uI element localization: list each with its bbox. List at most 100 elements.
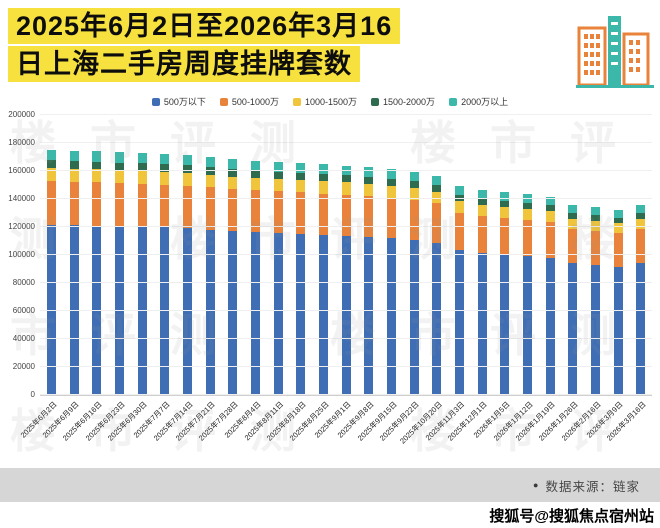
bar-segment [92, 169, 102, 183]
bar-slot [629, 116, 652, 396]
y-tick-label: 20000 [12, 362, 35, 372]
dot-icon: ● [533, 480, 540, 491]
bar-segment [454, 195, 464, 202]
stacked-bar [228, 159, 238, 396]
bar-segment [432, 243, 442, 396]
grid-line [40, 198, 652, 200]
bar-segment [69, 150, 79, 162]
bar-segment [318, 174, 328, 182]
y-tick-label: 180000 [8, 138, 35, 148]
bar-slot [584, 116, 607, 396]
bar-segment [454, 201, 464, 213]
stacked-bar [590, 207, 600, 396]
bar-segment [341, 175, 351, 183]
bar-segment [477, 198, 487, 206]
bar-segment [545, 211, 555, 223]
grid-line [40, 394, 652, 396]
grid-line [40, 338, 652, 340]
x-axis-labels: 2025年6月2日 2025年6月9日 2025年6月16日 2025年6月23日 20… [18, 396, 652, 468]
bar-segment [160, 154, 170, 165]
y-tick-label: 0 [30, 390, 35, 400]
grid-line [40, 366, 652, 368]
bar-segment [318, 234, 328, 396]
legend-item: 500-1000万 [219, 95, 279, 108]
bar-segment [137, 170, 147, 184]
stacked-bar [46, 149, 56, 396]
stacked-bar [341, 165, 351, 396]
bar-segment [69, 181, 79, 226]
bar-segment [296, 180, 306, 193]
bar-slot [448, 116, 471, 396]
bar-segment [432, 184, 442, 192]
bar-segment [182, 172, 192, 186]
bar-segment [364, 236, 374, 396]
bar-segment [318, 164, 328, 175]
bar-slot [289, 116, 312, 396]
bar-slot [244, 116, 267, 396]
stacked-bar [318, 164, 328, 396]
bar-slot [199, 116, 222, 396]
bar-segment [250, 177, 260, 191]
bar-segment [228, 159, 238, 170]
legend-label: 1000-1500万 [304, 97, 358, 108]
bar-segment [432, 203, 442, 243]
bar-segment [636, 263, 646, 396]
bar-segment [454, 186, 464, 195]
y-tick-label: 200000 [8, 110, 35, 120]
bar-segment [636, 219, 646, 230]
bar-segment [273, 232, 283, 396]
grid-line [40, 226, 652, 228]
stacked-bar [182, 155, 192, 396]
bar-segment [114, 152, 124, 163]
bar-segment [250, 160, 260, 171]
bar-slot [40, 116, 63, 396]
bar-segment [522, 219, 532, 257]
bar-segment [273, 171, 283, 179]
bar-slot [335, 116, 358, 396]
stacked-bar [454, 186, 464, 396]
bar-segment [160, 171, 170, 185]
sohu-footer: 搜狐号@搜狐焦点宿州站 [0, 502, 660, 528]
bar-segment [69, 225, 79, 396]
bar-slot [380, 116, 403, 396]
bar-segment [250, 190, 260, 233]
legend-swatch [219, 97, 228, 106]
bar-segment [613, 217, 623, 224]
bar-segment [160, 227, 170, 396]
bar-segment [182, 228, 192, 396]
bar-segment [590, 221, 600, 232]
bar-segment [364, 167, 374, 177]
bar-segment [137, 153, 147, 164]
bar-segment [522, 256, 532, 396]
bar-segment [590, 215, 600, 222]
y-tick-label: 80000 [12, 278, 35, 288]
bar-segment [386, 197, 396, 239]
legend-swatch [151, 97, 160, 106]
stacked-bar [205, 157, 215, 396]
bar-slot [153, 116, 176, 396]
bar-segment [160, 164, 170, 172]
bar-segment [92, 161, 102, 170]
bar-slot [108, 116, 131, 396]
bar-segment [500, 254, 510, 396]
bar-segment [205, 157, 215, 168]
bar-segment [522, 202, 532, 209]
legend-label: 1500-2000万 [383, 97, 436, 108]
bar-segment [296, 192, 306, 234]
bar-segment [46, 224, 56, 396]
bar-segment [613, 209, 623, 218]
bar-segment [500, 200, 510, 208]
bar-segment [69, 168, 79, 182]
title-line-2: 日上海二手房周度挂牌套数 [8, 46, 652, 84]
stacked-bar [364, 167, 374, 396]
stacked-bar [613, 209, 623, 396]
grid-line [40, 310, 652, 312]
bar-segment [205, 229, 215, 396]
bar-segment [454, 250, 464, 396]
bar-segment [409, 181, 419, 189]
bar-segment [386, 238, 396, 396]
bars-layer [40, 116, 652, 396]
bar-segment [500, 207, 510, 218]
bar-segment [250, 170, 260, 178]
stacked-bar [568, 204, 578, 396]
